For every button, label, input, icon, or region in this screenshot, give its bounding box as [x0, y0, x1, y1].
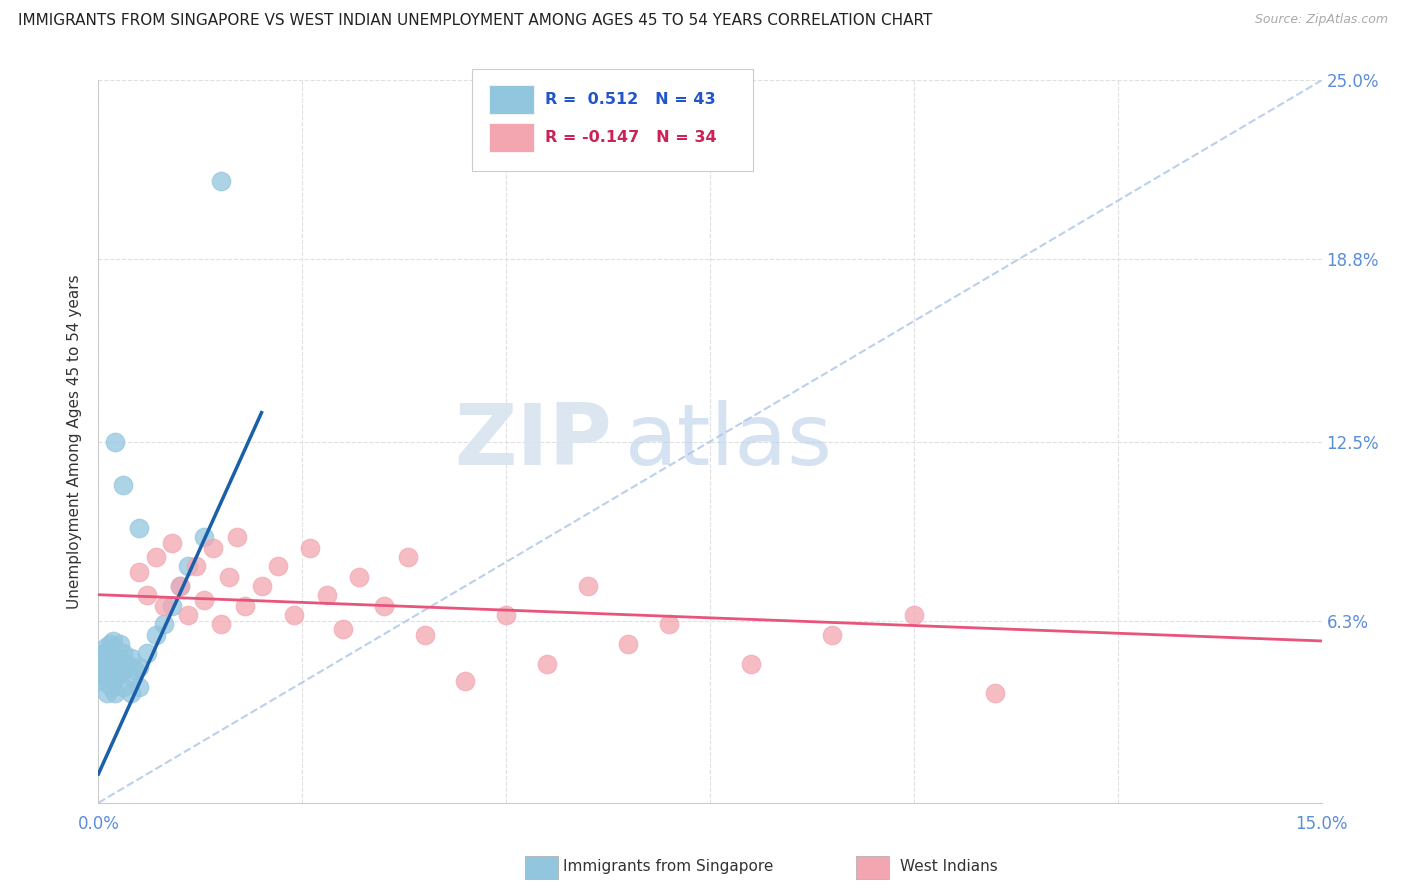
Point: [658, 616, 681, 631]
Point: [233, 599, 256, 614]
Point: [160, 599, 183, 614]
Point: [128, 660, 150, 674]
Point: [94, 657, 117, 671]
Point: [145, 550, 167, 565]
Point: [193, 593, 215, 607]
Point: [160, 535, 183, 549]
Point: [193, 530, 215, 544]
Point: [186, 558, 208, 573]
Point: [90, 657, 112, 671]
Point: [104, 657, 127, 671]
Point: [218, 570, 240, 584]
Text: ZIP: ZIP: [454, 400, 612, 483]
Point: [104, 672, 127, 686]
Point: [128, 565, 150, 579]
Text: West Indians: West Indians: [900, 859, 997, 874]
Point: [299, 541, 322, 556]
Point: [111, 663, 134, 677]
Point: [413, 628, 436, 642]
Point: [96, 686, 118, 700]
Point: [96, 674, 118, 689]
Point: [209, 616, 232, 631]
Point: [136, 646, 159, 660]
Point: [495, 607, 517, 622]
Point: [169, 579, 191, 593]
Point: [90, 668, 112, 682]
Point: [454, 674, 477, 689]
Point: [740, 657, 762, 671]
Point: [104, 434, 127, 449]
Point: [89, 674, 111, 689]
Point: [209, 174, 232, 188]
Point: [315, 588, 337, 602]
Point: [98, 637, 121, 651]
Text: atlas: atlas: [624, 400, 832, 483]
Text: IMMIGRANTS FROM SINGAPORE VS WEST INDIAN UNEMPLOYMENT AMONG AGES 45 TO 54 YEARS : IMMIGRANTS FROM SINGAPORE VS WEST INDIAN…: [18, 13, 932, 29]
Point: [97, 668, 120, 682]
Point: [332, 623, 354, 637]
Point: [101, 634, 124, 648]
Point: [120, 668, 142, 682]
Point: [115, 657, 138, 671]
Point: [120, 686, 142, 700]
Text: Source: ZipAtlas.com: Source: ZipAtlas.com: [1254, 13, 1388, 27]
Point: [111, 478, 134, 492]
Point: [373, 599, 395, 614]
Point: [124, 663, 146, 677]
Text: R =  0.512   N = 43: R = 0.512 N = 43: [546, 92, 716, 106]
Point: [96, 646, 118, 660]
Point: [201, 541, 224, 556]
Point: [128, 680, 150, 694]
Point: [104, 686, 127, 700]
Point: [111, 680, 134, 694]
Y-axis label: Unemployment Among Ages 45 to 54 years: Unemployment Among Ages 45 to 54 years: [67, 274, 83, 609]
Point: [177, 558, 200, 573]
Point: [128, 521, 150, 535]
Point: [903, 607, 925, 622]
FancyBboxPatch shape: [856, 856, 889, 880]
Point: [177, 607, 200, 622]
Point: [107, 651, 129, 665]
Point: [396, 550, 419, 565]
Point: [267, 558, 290, 573]
Point: [617, 637, 640, 651]
Point: [100, 665, 122, 680]
Point: [283, 607, 305, 622]
Point: [821, 628, 844, 642]
Point: [145, 628, 167, 642]
Point: [93, 646, 115, 660]
Point: [100, 680, 122, 694]
Point: [136, 588, 159, 602]
Point: [108, 637, 131, 651]
Point: [250, 579, 273, 593]
Point: [984, 686, 1007, 700]
Point: [169, 579, 191, 593]
Point: [152, 599, 174, 614]
Point: [152, 616, 174, 631]
FancyBboxPatch shape: [471, 70, 752, 170]
Point: [91, 651, 114, 665]
Point: [536, 657, 558, 671]
Point: [96, 663, 118, 677]
Point: [226, 530, 249, 544]
Point: [105, 668, 128, 682]
Point: [91, 663, 114, 677]
FancyBboxPatch shape: [526, 856, 558, 880]
Text: Immigrants from Singapore: Immigrants from Singapore: [564, 859, 773, 874]
FancyBboxPatch shape: [489, 123, 534, 152]
FancyBboxPatch shape: [489, 85, 534, 113]
Point: [101, 651, 124, 665]
Point: [94, 640, 117, 654]
Text: R = -0.147   N = 34: R = -0.147 N = 34: [546, 130, 717, 145]
Point: [120, 651, 142, 665]
Point: [576, 579, 599, 593]
Point: [98, 654, 121, 668]
Point: [349, 570, 371, 584]
Point: [111, 646, 134, 660]
